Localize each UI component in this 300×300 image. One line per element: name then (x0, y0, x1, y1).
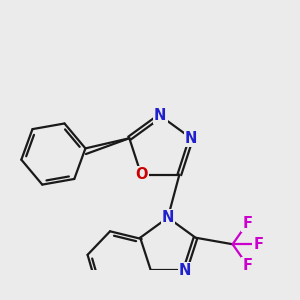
Text: F: F (242, 258, 252, 273)
Text: F: F (242, 216, 252, 231)
Text: N: N (154, 108, 167, 123)
Text: F: F (253, 237, 263, 252)
Text: O: O (135, 167, 147, 182)
Text: N: N (185, 131, 197, 146)
Text: N: N (162, 210, 174, 225)
Text: N: N (179, 263, 191, 278)
